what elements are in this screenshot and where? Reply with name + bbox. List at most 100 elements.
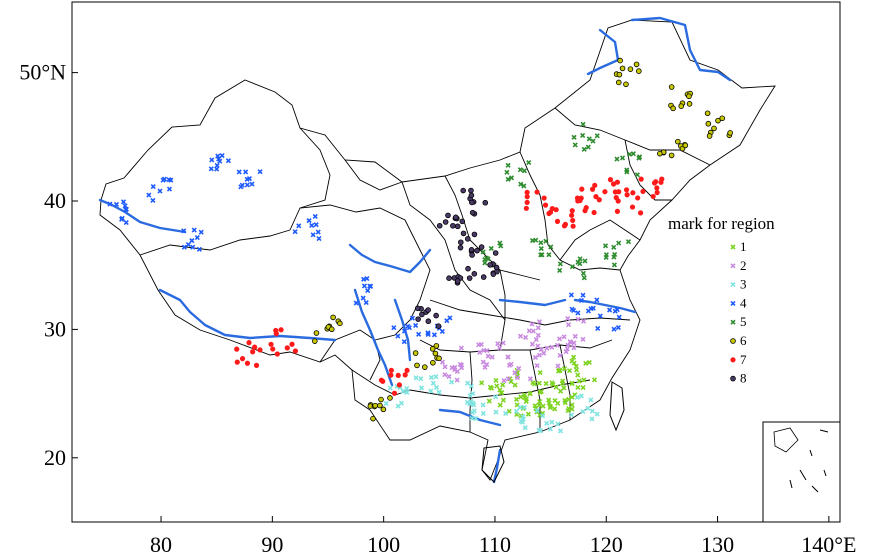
legend-label-5: 5: [740, 314, 747, 329]
station-marker-region-7: [402, 372, 408, 378]
station-marker-region-5: [612, 251, 618, 258]
x-tick-label: 120: [590, 532, 623, 557]
station-marker-region-4: [401, 339, 407, 345]
station-marker-region-4: [309, 222, 315, 229]
station-marker-region-4: [150, 184, 156, 190]
station-marker-region-1: [489, 385, 495, 391]
station-marker-region-4: [120, 199, 127, 205]
station-marker-region-6: [430, 359, 436, 366]
legend-label-1: 1: [740, 239, 747, 254]
station-marker-region-8: [469, 252, 475, 258]
station-marker-region-7: [635, 195, 641, 201]
station-marker-region-3: [433, 384, 440, 391]
station-marker-region-4: [578, 297, 585, 304]
legend-label-7: 7: [740, 352, 747, 367]
station-marker-region-1: [500, 382, 506, 388]
legend-label-2: 2: [740, 258, 747, 273]
station-marker-region-5: [619, 155, 626, 161]
station-marker-region-6: [328, 326, 335, 333]
station-marker-region-4: [244, 182, 250, 188]
station-marker-region-4: [425, 330, 431, 336]
station-marker-region-2: [527, 376, 533, 382]
station-marker-region-2: [489, 354, 495, 360]
station-marker-region-5: [521, 183, 527, 189]
station-marker-region-4: [216, 156, 222, 162]
station-marker-region-5: [630, 151, 636, 157]
station-marker-region-7: [547, 209, 554, 215]
station-marker-region-4: [405, 323, 411, 329]
station-marker-region-1: [560, 378, 566, 384]
station-marker-region-6: [412, 350, 419, 356]
station-marker-region-4: [391, 325, 397, 331]
station-marker-region-6: [670, 105, 676, 112]
station-marker-region-7: [524, 189, 530, 195]
y-axis: 20 30 40 50°N: [19, 60, 78, 470]
station-marker-region-2: [580, 336, 586, 342]
station-marker-region-8: [487, 262, 493, 268]
station-marker-region-4: [157, 188, 163, 194]
station-marker-region-1: [493, 377, 499, 383]
station-marker-region-4: [292, 229, 298, 235]
station-marker-region-4: [198, 229, 204, 235]
legend-label-3: 3: [740, 277, 747, 292]
station-marker-region-6: [675, 138, 681, 145]
station-marker-region-4: [594, 297, 600, 303]
station-marker-region-7: [395, 372, 401, 378]
station-marker-region-8: [480, 274, 487, 280]
station-marker-region-6: [623, 81, 629, 88]
station-marker-region-6: [633, 61, 640, 68]
station-marker-region-2: [538, 346, 544, 352]
station-marker-region-3: [594, 411, 600, 417]
station-marker-region-4: [447, 315, 453, 321]
station-marker-region-1: [537, 370, 543, 376]
station-marker-region-5: [580, 270, 586, 276]
station-marker-region-6: [715, 117, 721, 124]
station-marker-region-5: [586, 136, 592, 142]
station-marker-region-5: [625, 239, 632, 245]
station-marker-region-1: [540, 403, 546, 409]
station-marker-region-3: [428, 388, 434, 394]
station-marker-region-7: [651, 180, 658, 186]
legend-label-6: 6: [740, 333, 747, 348]
station-marker-region-7: [252, 344, 258, 350]
station-marker-region-1: [537, 399, 543, 405]
station-marker-region-2: [532, 354, 538, 361]
station-marker-region-2: [442, 372, 448, 378]
station-marker-region-6: [705, 120, 712, 127]
station-marker-region-4: [107, 201, 113, 207]
station-marker-region-4: [361, 283, 368, 289]
station-marker-region-6: [686, 101, 693, 107]
legend-label-8: 8: [740, 371, 747, 386]
station-marker-region-3: [436, 389, 442, 395]
station-marker-region-2: [564, 346, 570, 352]
station-marker-region-7: [602, 189, 608, 195]
x-tick-label: 130: [701, 532, 734, 557]
station-marker-region-7: [650, 193, 656, 200]
station-marker-region-3: [413, 375, 419, 381]
station-marker-region-4: [607, 307, 613, 313]
station-marker-region-6: [617, 57, 623, 64]
hainan-island: [481, 445, 505, 483]
station-marker-region-1: [513, 396, 520, 402]
south-china-sea-inset: [762, 421, 841, 523]
station-marker-region-7: [592, 182, 598, 188]
station-marker-region-7: [396, 382, 402, 388]
station-marker-region-4: [315, 229, 321, 235]
station-marker-region-4: [246, 175, 253, 182]
station-marker-region-3: [418, 376, 424, 382]
station-marker-region-2: [544, 345, 550, 351]
station-marker-region-2: [529, 341, 535, 347]
station-marker-region-8: [465, 265, 471, 272]
station-marker-region-2: [535, 325, 541, 331]
station-marker-region-2: [534, 363, 540, 369]
station-marker-region-2: [476, 342, 482, 348]
station-marker-region-3: [578, 393, 584, 399]
station-marker-region-1: [566, 368, 573, 374]
station-marker-region-6: [436, 355, 442, 362]
station-marker-region-2: [572, 333, 578, 339]
y-tick-label: 40: [44, 188, 66, 213]
station-marker-region-4: [595, 325, 601, 331]
station-marker-region-2: [530, 328, 536, 334]
station-marker-region-2: [571, 345, 577, 351]
station-marker-region-1: [518, 394, 524, 400]
